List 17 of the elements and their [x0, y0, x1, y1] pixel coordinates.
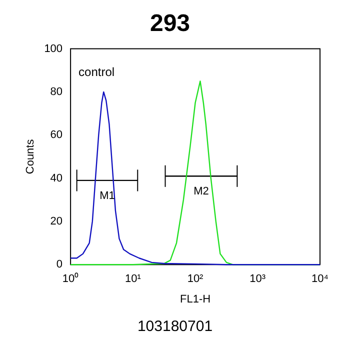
- y-tick-label: 40: [50, 172, 63, 184]
- x-tick-label: 10⁰: [62, 272, 79, 286]
- y-tick-label: 100: [44, 42, 63, 55]
- x-tick-label: 10⁴: [312, 273, 329, 286]
- chart-title: 293: [150, 10, 190, 38]
- x-tick-label: 10³: [250, 273, 266, 286]
- text: 103180701: [136, 318, 214, 335]
- series-label: M2: [194, 186, 209, 198]
- y-tick-label: 20: [50, 215, 63, 228]
- y-axis-title: Counts: [24, 138, 37, 174]
- y-tick-label: 80: [50, 86, 63, 98]
- annotation: control: [78, 65, 115, 80]
- y-tick-label: 0: [56, 258, 63, 271]
- y-tick-label: 60: [50, 129, 63, 142]
- x-tick-label: 10¹: [124, 273, 142, 286]
- x-tick-label: 10²: [187, 273, 204, 286]
- x-axis-title: FL1-H: [180, 293, 211, 306]
